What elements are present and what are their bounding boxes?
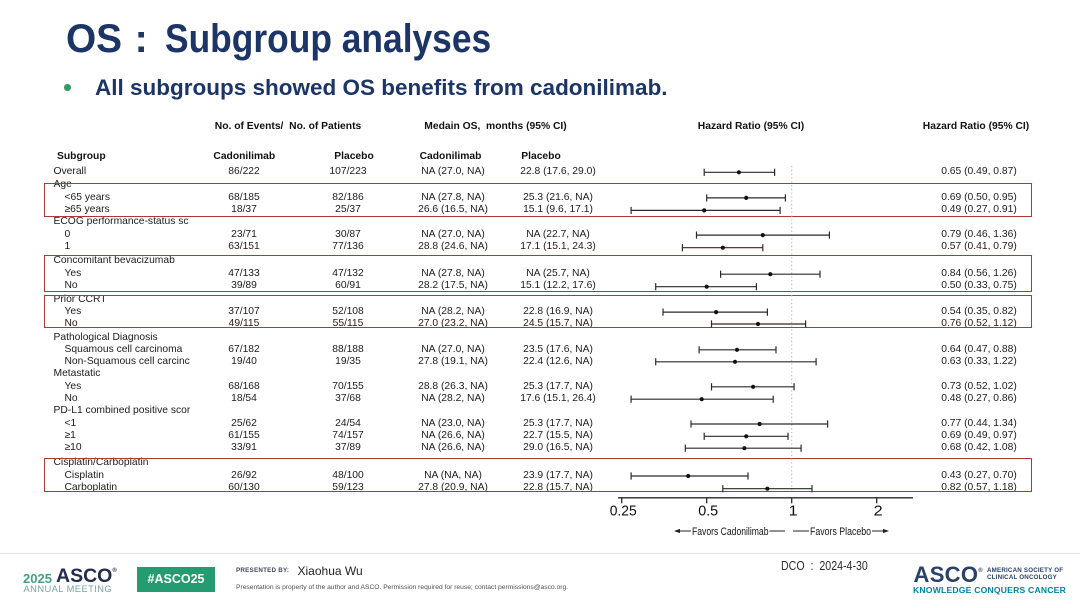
svg-text:Favors Placebo: Favors Placebo (810, 526, 871, 538)
svg-text:0.5: 0.5 (698, 503, 718, 520)
svg-text:Favors Cadonilimab: Favors Cadonilimab (692, 526, 769, 538)
svg-text:1: 1 (789, 503, 798, 520)
svg-text:2: 2 (874, 503, 883, 520)
svg-text:0.25: 0.25 (610, 503, 637, 520)
